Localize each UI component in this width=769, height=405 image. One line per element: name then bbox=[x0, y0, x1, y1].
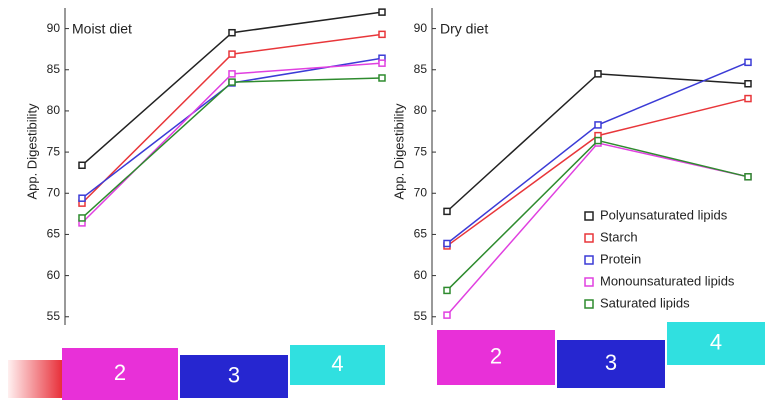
y-tick-label: 85 bbox=[414, 62, 428, 76]
gut-segment bbox=[557, 340, 665, 388]
data-point bbox=[443, 239, 451, 248]
data-point bbox=[443, 311, 451, 319]
y-tick-label: 75 bbox=[47, 144, 61, 158]
y-tick-label: 60 bbox=[414, 268, 428, 282]
x-tick-label: 2 bbox=[114, 360, 126, 385]
data-point bbox=[378, 8, 386, 16]
x-tick-label: 4 bbox=[710, 329, 722, 354]
data-point bbox=[228, 78, 236, 86]
series-line bbox=[446, 97, 749, 247]
data-point bbox=[744, 173, 752, 181]
data-point bbox=[78, 161, 86, 170]
legend-label: Saturated lipids bbox=[600, 295, 690, 310]
data-point bbox=[228, 70, 236, 78]
chart-title: Moist diet bbox=[72, 21, 132, 37]
y-axis-label: App. Digestibility bbox=[24, 103, 39, 200]
y-tick-label: 55 bbox=[414, 309, 428, 323]
data-point bbox=[78, 194, 86, 202]
data-point bbox=[744, 80, 752, 88]
data-point bbox=[378, 30, 386, 39]
x-tick-label: 3 bbox=[605, 350, 617, 375]
gut-segment bbox=[437, 330, 555, 385]
y-tick-label: 75 bbox=[414, 144, 428, 158]
legend-swatch bbox=[584, 277, 594, 287]
x-tick-label: 2 bbox=[490, 343, 502, 368]
y-tick-label: 65 bbox=[414, 227, 428, 241]
y-tick-label: 90 bbox=[414, 21, 428, 35]
legend-swatch bbox=[584, 299, 594, 309]
y-tick-label: 85 bbox=[47, 62, 61, 76]
data-point bbox=[443, 207, 451, 216]
data-point bbox=[378, 74, 386, 82]
series-line bbox=[81, 77, 383, 219]
data-point bbox=[744, 94, 752, 103]
y-tick-label: 70 bbox=[414, 185, 428, 199]
gut-segment bbox=[62, 348, 178, 400]
data-point bbox=[228, 50, 236, 58]
data-point bbox=[443, 286, 451, 295]
y-tick-label: 80 bbox=[414, 103, 428, 117]
y-tick-label: 60 bbox=[47, 268, 61, 282]
y-tick-label: 65 bbox=[47, 227, 61, 241]
y-tick-label: 70 bbox=[47, 185, 61, 199]
chart-title: Dry diet bbox=[440, 21, 488, 37]
data-point bbox=[78, 214, 86, 222]
data-point bbox=[228, 28, 236, 37]
gut-segment bbox=[667, 322, 765, 365]
legend-swatch bbox=[584, 255, 594, 265]
legend-swatch bbox=[584, 211, 594, 221]
y-tick-label: 80 bbox=[47, 103, 61, 117]
gut-segment bbox=[180, 355, 288, 398]
gut-segment bbox=[290, 345, 385, 385]
y-tick-label: 55 bbox=[47, 309, 61, 323]
x-tick-label: 3 bbox=[228, 362, 240, 387]
legend-label: Starch bbox=[600, 229, 638, 244]
data-point bbox=[594, 121, 602, 129]
y-axis-label: App. Digestibility bbox=[391, 103, 406, 200]
x-tick-label: 4 bbox=[331, 351, 343, 376]
data-point bbox=[378, 59, 386, 67]
series-line bbox=[446, 142, 749, 316]
legend-label: Polyunsaturated lipids bbox=[600, 207, 728, 222]
y-tick-label: 90 bbox=[47, 21, 61, 35]
series-line bbox=[81, 62, 383, 224]
data-point bbox=[744, 58, 752, 67]
legend-swatch bbox=[584, 233, 594, 243]
data-point bbox=[594, 70, 602, 78]
legend-label: Protein bbox=[600, 251, 641, 266]
legend-label: Monounsaturated lipids bbox=[600, 273, 735, 288]
gut-segment-1 bbox=[8, 360, 62, 398]
data-point bbox=[594, 136, 602, 145]
